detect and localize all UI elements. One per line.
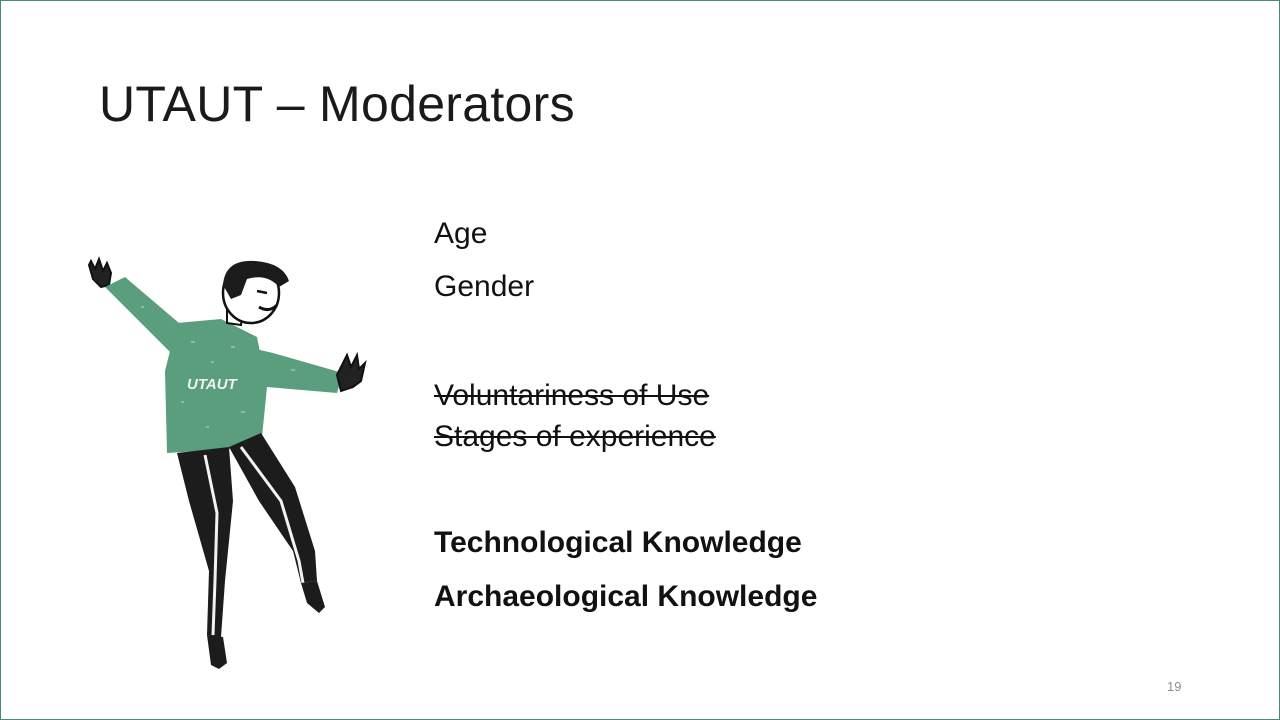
moderator-technological-knowledge: Technological Knowledge <box>434 526 802 559</box>
slide-title: UTAUT – Moderators <box>99 76 575 132</box>
shirt-label: UTAUT <box>187 376 239 393</box>
moderator-gender: Gender <box>434 270 535 303</box>
moderator-age: Age <box>434 217 488 250</box>
moderator-stages-struck: Stages of experience <box>434 420 716 453</box>
person-illustration: UTAUT <box>81 251 371 681</box>
dancing-person-icon: UTAUT <box>87 256 367 669</box>
page-number: 19 <box>1167 679 1182 694</box>
moderator-archaeological-knowledge: Archaeological Knowledge <box>434 580 818 613</box>
moderator-voluntariness-struck: Voluntariness of Use <box>434 379 710 412</box>
